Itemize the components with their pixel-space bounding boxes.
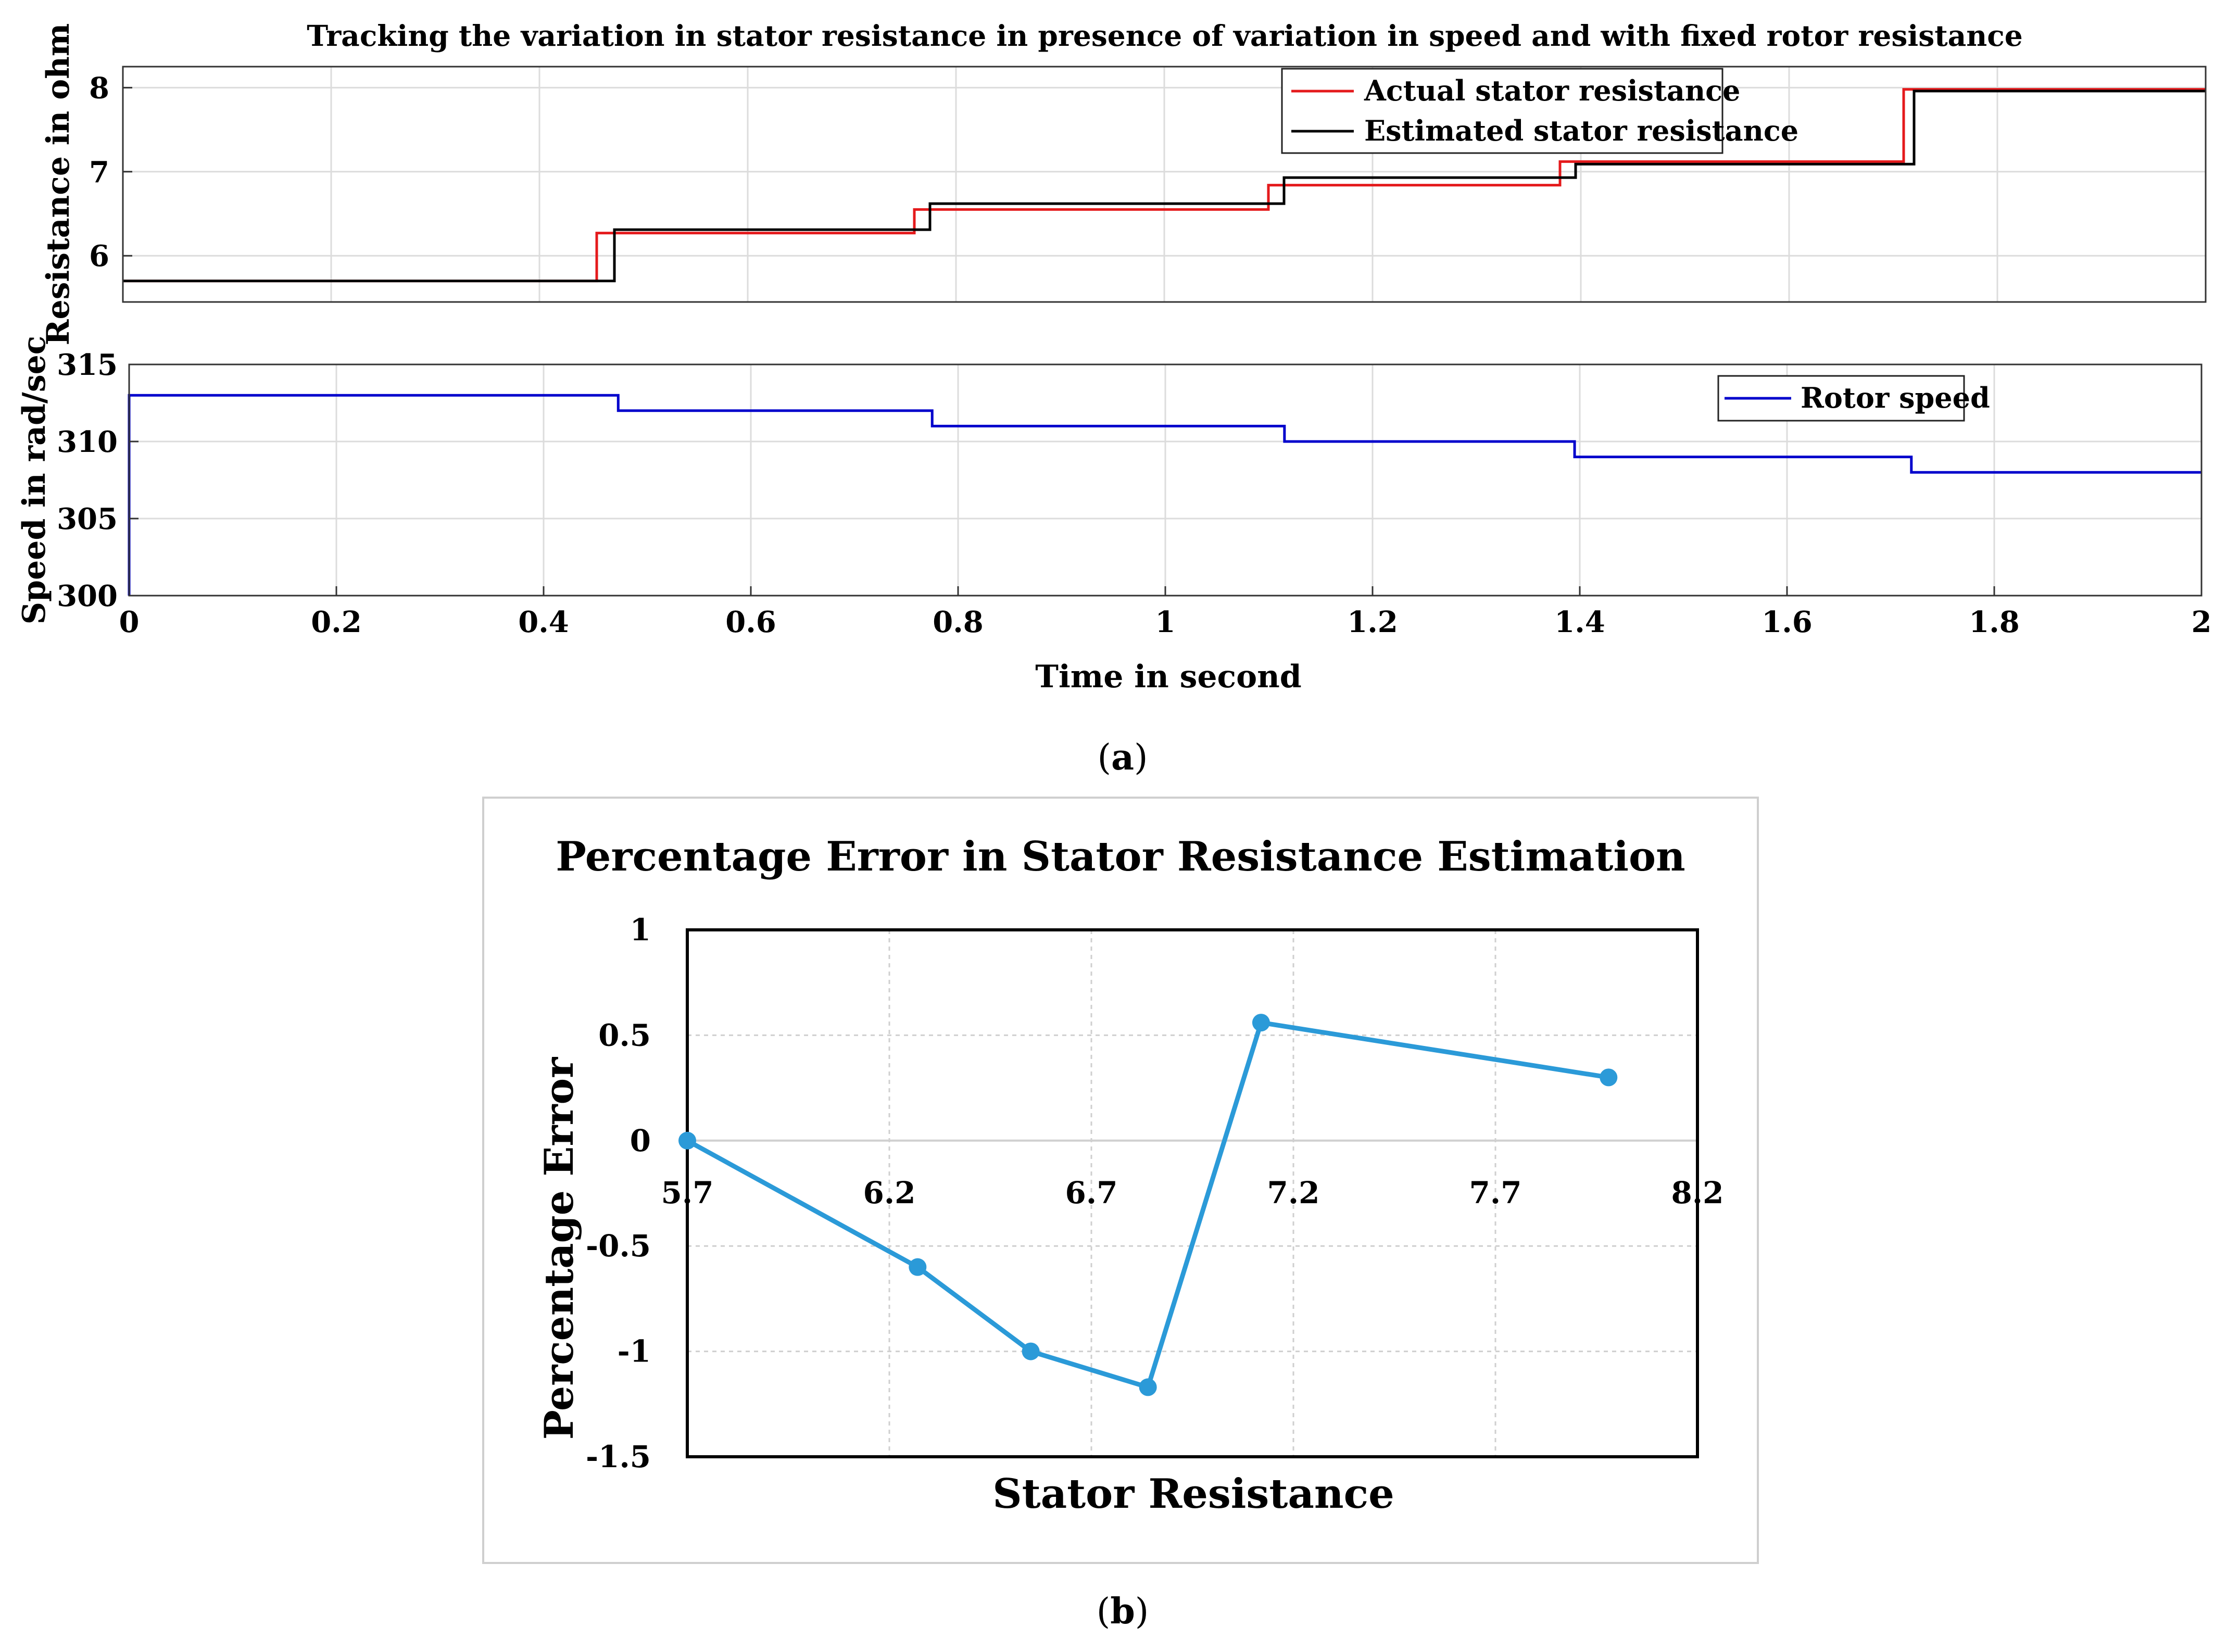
top-legend: Actual stator resistance Estimated stato… — [1281, 68, 1798, 154]
bottom-y-tick-label: 300 — [57, 579, 118, 613]
bottom-x-tick-label: 0 — [119, 605, 140, 639]
bottom-x-axis-label: Time in second — [1035, 659, 1301, 695]
error-panel: Percentage Error in Stator Resistance Es… — [482, 797, 1759, 1564]
bottom-x-tick-label: 0.8 — [933, 605, 983, 639]
top-y-tick-label: 6 — [89, 239, 109, 273]
error-line — [686, 1020, 1609, 1390]
bottom-x-tick-label: 1.6 — [1762, 605, 1812, 639]
bottom-y-tick-label: 315 — [57, 348, 118, 382]
bottom-x-tick-label: 0.4 — [518, 605, 569, 639]
error-y-axis-label: Percentage Error — [536, 1057, 582, 1440]
estimated-resistance-line — [123, 90, 2206, 283]
caption-a: (a) — [1097, 737, 1148, 778]
error-x-tick-label: 6.7 — [1065, 1175, 1118, 1210]
legend-label-rotor-speed: Rotor speed — [1801, 381, 1990, 414]
bottom-x-tick-label: 1.2 — [1347, 605, 1398, 639]
bottom-y-tick-label: 305 — [57, 502, 118, 536]
error-x-tick-label: 8.2 — [1671, 1175, 1724, 1210]
error-y-tick-label: -0.5 — [586, 1228, 651, 1264]
error-data-point — [678, 1131, 696, 1150]
top-y-axis-label: Resistance in ohm — [40, 23, 77, 346]
error-x-tick-label: 7.7 — [1469, 1175, 1522, 1210]
bottom-x-tick-label: 1 — [1155, 605, 1176, 639]
error-data-point — [1252, 1014, 1270, 1032]
error-chart-title: Percentage Error in Stator Resistance Es… — [556, 833, 1685, 880]
bottom-x-tick-label: 0.2 — [311, 605, 361, 639]
top-y-tick-label: 7 — [89, 155, 109, 190]
top-plot-frame — [122, 66, 2207, 303]
error-y-tick-label: -1.5 — [586, 1439, 651, 1474]
error-x-axis-label: Stator Resistance — [992, 1470, 1394, 1518]
legend-label-actual: Actual stator resistance — [1364, 74, 1740, 107]
bottom-x-tick-label: 1.4 — [1554, 605, 1605, 639]
error-y-tick-label: -1 — [618, 1334, 651, 1369]
bottom-x-tick-label: 1.8 — [1969, 605, 2019, 639]
error-data-point — [1600, 1068, 1618, 1087]
error-data-point — [909, 1258, 927, 1276]
bottom-x-tick-label: 0.6 — [725, 605, 776, 639]
bottom-y-tick-label: 310 — [57, 425, 118, 459]
error-y-tick-label: 0 — [630, 1123, 651, 1158]
error-data-point — [1022, 1342, 1040, 1360]
bottom-y-axis-label: Speed in rad/sec — [16, 336, 53, 625]
error-chart-border — [482, 797, 1759, 1564]
error-plot-frame — [686, 928, 1699, 1458]
error-x-tick-label: 5.7 — [661, 1175, 714, 1210]
caption-b: (b) — [1097, 1591, 1149, 1632]
error-x-tick-label: 7.2 — [1267, 1175, 1320, 1210]
top-chart-title: Tracking the variation in stator resista… — [307, 19, 2022, 53]
rotor-speed-line — [128, 394, 2201, 596]
error-x-tick-label: 6.2 — [863, 1175, 916, 1210]
bottom-x-tick-label: 2 — [2192, 605, 2212, 639]
legend-label-estimated: Estimated stator resistance — [1364, 114, 1798, 147]
top-legend-box — [1281, 68, 1723, 154]
error-y-tick-label: 1 — [630, 912, 651, 948]
bottom-legend: Rotor speed — [1717, 375, 1990, 422]
resistance-panel: Tracking the variation in stator resista… — [40, 19, 2207, 346]
top-y-tick-label: 8 — [89, 71, 109, 105]
speed-panel: 0 0.2 0.4 0.6 0.8 1 1.2 1.4 1.6 1.8 2300305310315 … — [16, 336, 2211, 695]
actual-resistance-line — [123, 88, 2206, 283]
error-y-tick-label: 0.5 — [598, 1017, 651, 1053]
error-data-point — [1139, 1378, 1157, 1396]
